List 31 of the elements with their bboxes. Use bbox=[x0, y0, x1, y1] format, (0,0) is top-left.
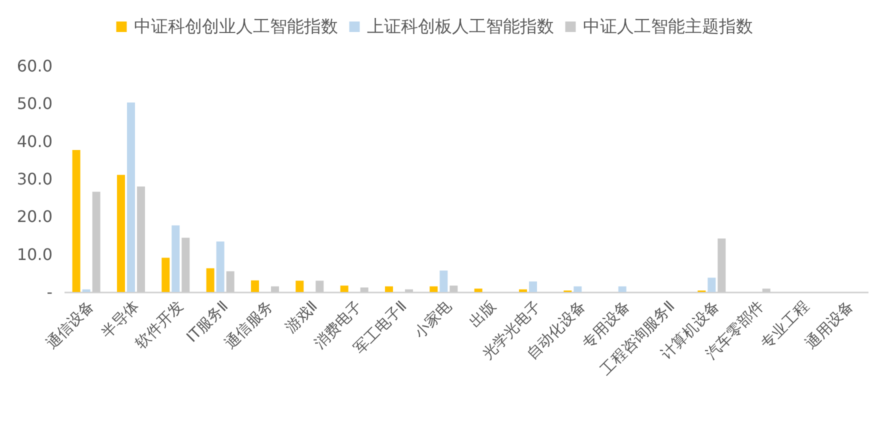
y-tick-label: 50.0 bbox=[16, 94, 52, 114]
bar bbox=[126, 102, 135, 292]
bar bbox=[618, 286, 626, 292]
bar bbox=[430, 286, 438, 292]
bar bbox=[440, 270, 448, 292]
bar bbox=[574, 286, 582, 292]
bar bbox=[384, 286, 393, 292]
bar bbox=[162, 258, 170, 292]
bar bbox=[529, 281, 538, 292]
bar bbox=[296, 280, 304, 292]
legend-label: 中证科创创业人工智能指数 bbox=[134, 16, 338, 37]
x-tick-label: 出版 bbox=[466, 297, 500, 332]
bar bbox=[206, 268, 214, 292]
bar bbox=[82, 289, 90, 292]
x-tick-label: 小家电 bbox=[410, 297, 455, 342]
bar bbox=[519, 289, 527, 292]
y-tick-label: 30.0 bbox=[16, 170, 52, 188]
y-tick-label: 10.0 bbox=[16, 244, 52, 264]
bar bbox=[172, 225, 180, 292]
y-tick-label: 20.0 bbox=[16, 207, 52, 226]
bar bbox=[216, 242, 224, 292]
y-tick-label: 60.0 bbox=[16, 56, 52, 76]
bar bbox=[250, 280, 259, 292]
bar bbox=[474, 288, 482, 292]
legend-label: 上证科创板人工智能指数 bbox=[367, 16, 554, 37]
bar bbox=[340, 286, 348, 292]
y-tick-label: 40.0 bbox=[16, 132, 52, 151]
legend-label: 中证人工智能主题指数 bbox=[583, 16, 753, 37]
bar bbox=[116, 174, 125, 292]
bar bbox=[708, 278, 716, 292]
bar bbox=[72, 150, 80, 292]
